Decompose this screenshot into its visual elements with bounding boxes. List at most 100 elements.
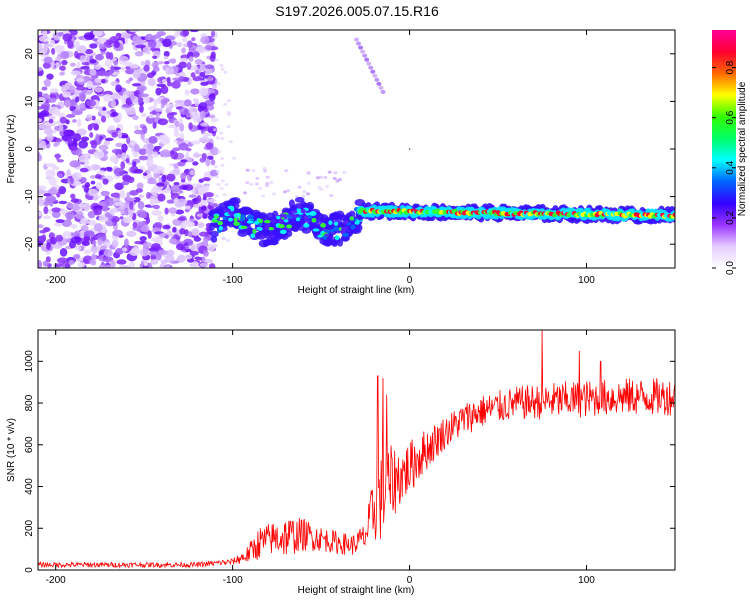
spectrogram-cell (302, 190, 307, 194)
spectrogram-cell (111, 131, 118, 138)
spectrogram-cell (57, 31, 64, 37)
spectrogram-cell (196, 195, 202, 203)
spectrogram-cell (58, 200, 68, 205)
spectrogram-cell (364, 57, 370, 62)
spectrogram-cell (42, 260, 49, 267)
spectrogram-cell (179, 228, 186, 235)
spectrogram-cell (111, 71, 120, 76)
spectrogram-cell (219, 63, 224, 67)
spectrogram-cell (251, 168, 256, 172)
spectrogram-cell (199, 262, 208, 268)
x-tick-label: -200 (46, 275, 66, 286)
spectrogram-cell (98, 43, 107, 50)
spectrogram-cell (342, 232, 350, 238)
spectrogram-cell (173, 182, 180, 186)
spectrogram-cell (230, 207, 235, 212)
spectrogram-cell (104, 137, 114, 142)
spectrogram-cell (166, 173, 176, 182)
spectrogram-cell (164, 103, 175, 108)
spectrogram-cell (174, 99, 185, 104)
spectrogram-cell (197, 186, 207, 195)
spectrogram-cell (233, 217, 238, 223)
spectrogram-cell (135, 44, 146, 49)
spectrogram-cell (199, 71, 206, 77)
spectrogram-cell (210, 146, 219, 156)
spectrogram-cell (258, 186, 263, 190)
spectrogram-cell (145, 149, 154, 155)
spectrogram-cell (48, 115, 56, 121)
x-tick-label: -100 (223, 575, 243, 586)
spectrogram-cell (161, 174, 167, 183)
spectrogram-cell (162, 224, 171, 230)
spectrogram-cell (51, 165, 60, 171)
spectrogram-cell (62, 91, 72, 98)
spectrogram-cell (166, 249, 175, 257)
spectrogram-cell (107, 197, 114, 202)
snr-series (38, 330, 675, 569)
spectrogram-cell (76, 61, 81, 70)
spectrogram-cell (126, 176, 135, 184)
spectrogram-cell (138, 93, 150, 98)
spectrogram-cell (190, 243, 196, 252)
spectrogram-cell (51, 47, 56, 55)
spectrogram-cell (93, 223, 103, 232)
spectrogram-cell (140, 224, 150, 233)
spectrogram-x-axis-label: Height of straight line (km) (298, 285, 415, 296)
spectrogram-cell (92, 164, 101, 170)
spectrogram-cell (103, 39, 114, 48)
spectrogram-cell (210, 30, 216, 38)
spectrogram-cell (280, 213, 288, 218)
x-tick-label: 100 (578, 575, 595, 586)
spectrogram-cell (98, 144, 109, 151)
spectrogram-cell (182, 30, 190, 37)
spectrogram-cell (121, 97, 127, 106)
spectrogram-cell (189, 250, 199, 256)
spectrogram-cell (362, 53, 368, 58)
spectrogram-cell (271, 192, 276, 196)
spectrogram-cell (104, 265, 112, 268)
spectrogram-cell (142, 172, 148, 176)
spectrogram-cell (312, 228, 320, 232)
spectrogram-cell (264, 226, 270, 230)
spectrogram-cell (84, 48, 94, 54)
spectrogram-cell (148, 135, 158, 144)
spectrogram-cell (148, 251, 159, 256)
spectrogram-cell (55, 219, 65, 223)
spectrogram-cell (178, 143, 189, 151)
spectrogram-cell (334, 235, 340, 241)
spectrogram-cell (209, 54, 216, 62)
spectrogram-cell (175, 209, 185, 215)
spectrogram-cell (172, 147, 181, 152)
y-tick-label: -20 (24, 237, 35, 252)
spectrogram-cell (125, 68, 135, 75)
spectrogram-cell (80, 65, 90, 70)
spectrogram-cell (328, 220, 333, 226)
spectrogram-cell (91, 115, 96, 121)
spectrogram-cell (672, 212, 675, 217)
spectrogram-cell (82, 177, 87, 182)
spectrogram-cell (165, 265, 171, 268)
colorbar-tick-label: 0.6 (725, 110, 736, 124)
spectrogram-cell (180, 221, 186, 229)
spectrogram-cell (207, 204, 212, 210)
spectrogram-cell (111, 239, 119, 248)
spectrogram-cell (216, 183, 221, 187)
spectrogram-cell (248, 209, 255, 216)
spectrogram-cell (70, 232, 81, 237)
spectrogram-cell (172, 226, 177, 233)
spectrogram-cell (189, 170, 195, 176)
spectrogram-cell (75, 77, 85, 83)
spectrogram-cell (157, 193, 166, 202)
spectrogram-cell (46, 242, 51, 251)
spectrogram-cell (258, 222, 263, 227)
spectrogram-cell (103, 93, 112, 103)
snr-line (38, 330, 675, 569)
spectrogram-cell (102, 256, 114, 263)
spectrogram-cell (223, 70, 228, 74)
y-tick-label: 1000 (24, 350, 35, 373)
spectrogram-cell (306, 181, 311, 185)
spectrogram-cell (97, 170, 106, 175)
spectrogram-cell (151, 151, 159, 158)
spectrogram-cell (333, 221, 339, 226)
spectrogram-cell (262, 166, 267, 170)
